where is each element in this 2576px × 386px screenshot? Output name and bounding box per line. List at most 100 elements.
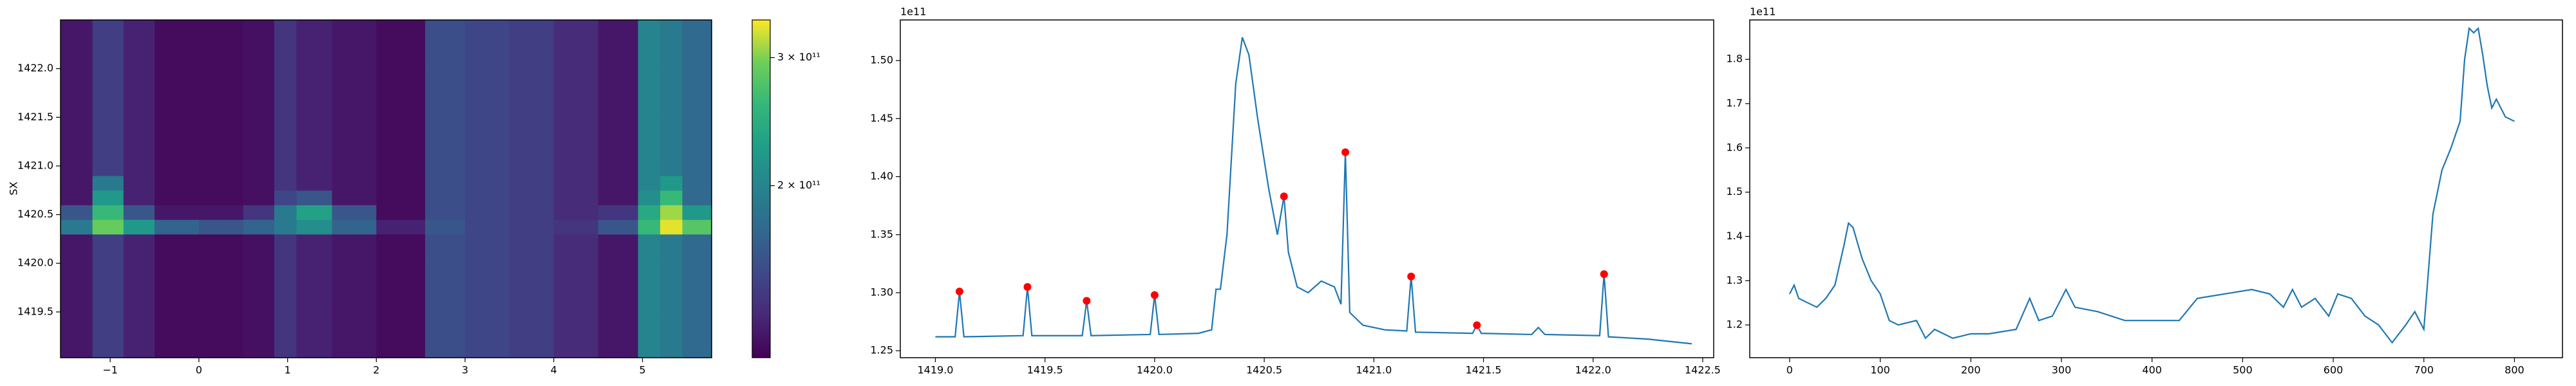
heatmap-cell xyxy=(598,117,639,167)
heatmap-cell xyxy=(155,219,200,235)
heatmap-cell xyxy=(243,205,275,220)
heatmap-cell xyxy=(155,311,200,358)
x-tick-label: 0 xyxy=(1786,364,1793,376)
heatmap-cell xyxy=(198,190,244,206)
heatmap-cell xyxy=(92,190,124,206)
heatmap-cell xyxy=(123,117,155,167)
heatmap-cell xyxy=(376,165,426,176)
heatmap-cell xyxy=(296,234,333,264)
heatmap-cell xyxy=(509,165,554,176)
heatmap-cell xyxy=(243,234,275,264)
heatmap-cell xyxy=(376,190,426,206)
heatmap-cell xyxy=(509,205,554,220)
heatmap-cell xyxy=(376,234,426,264)
heatmap-cell xyxy=(553,263,599,313)
heatmap-cell xyxy=(243,20,275,69)
heatmap-cell xyxy=(155,20,200,69)
heatmap-cell xyxy=(509,176,554,191)
heatmap-cell xyxy=(638,190,661,206)
heatmap-cell xyxy=(198,68,244,118)
x-tick-label: 1422.0 xyxy=(1575,364,1611,376)
heatmap-cell xyxy=(660,205,683,220)
heatmap-cell xyxy=(553,176,599,191)
peak-marker xyxy=(1023,282,1032,291)
y-tick-label: 1.3 xyxy=(1727,274,1743,286)
heatmap-cell xyxy=(296,165,333,176)
heatmap-cell xyxy=(332,234,377,264)
heatmap-cell xyxy=(61,176,93,191)
x-tick-label: 1421.0 xyxy=(1356,364,1392,376)
plot-frame xyxy=(900,19,1714,358)
heatmap-cell xyxy=(155,165,200,176)
heatmap-cell xyxy=(296,176,333,191)
heatmap-cell xyxy=(425,165,466,176)
y-tick-label: 1420.0 xyxy=(17,257,53,269)
heatmap-cell xyxy=(274,165,297,176)
heatmap-cell xyxy=(274,205,297,220)
y-tick-label: 1.7 xyxy=(1727,97,1743,109)
x-tick-label: 300 xyxy=(2052,364,2072,376)
heatmap-cell xyxy=(296,190,333,206)
heatmap-cell xyxy=(61,165,93,176)
offset-label: 1e11 xyxy=(1750,6,1776,18)
heatmap-cell xyxy=(332,205,377,220)
x-tick-label: 1420.0 xyxy=(1137,364,1173,376)
y-tick-label: 1.8 xyxy=(1727,53,1743,65)
x-tick-label: 5 xyxy=(639,364,645,376)
heatmap-cell xyxy=(243,165,275,176)
heatmap-cell xyxy=(598,20,639,69)
y-tick-label: 1.25 xyxy=(870,344,893,356)
heatmap-cell xyxy=(425,234,466,264)
heatmap-cell xyxy=(598,68,639,118)
heatmap-cell xyxy=(92,263,124,313)
heatmap-cell xyxy=(660,117,683,167)
heatmap-cell xyxy=(553,311,599,358)
peak-marker xyxy=(955,288,963,296)
heatmap-cell xyxy=(61,20,93,69)
heatmap-cell xyxy=(92,176,124,191)
heatmap-cell xyxy=(376,205,426,220)
heatmap-cell xyxy=(509,190,554,206)
heatmap-cell xyxy=(92,117,124,167)
x-tick-label: 3 xyxy=(462,364,468,376)
heatmap-cell xyxy=(425,219,466,235)
heatmap-cell xyxy=(274,234,297,264)
heatmap-cell xyxy=(682,68,712,118)
heatmap-cell xyxy=(553,20,599,69)
heatmap-cell xyxy=(425,20,466,69)
heatmap-cell xyxy=(123,165,155,176)
heatmap-cell xyxy=(155,234,200,264)
heatmap-cell xyxy=(376,20,426,69)
y-tick-label: 1.50 xyxy=(870,54,893,66)
heatmap-cell xyxy=(155,117,200,167)
heatmap-cell xyxy=(598,205,639,220)
heatmap-cell xyxy=(660,165,683,176)
heatmap-cell xyxy=(296,205,333,220)
heatmap-cell xyxy=(598,263,639,313)
heatmap-cell xyxy=(553,234,599,264)
heatmap-cell xyxy=(465,165,510,176)
heatmap-cell xyxy=(638,219,661,235)
heatmap-cell xyxy=(243,219,275,235)
plot-frame xyxy=(60,19,712,358)
heatmap-cell xyxy=(509,311,554,358)
heatmap-cell xyxy=(465,234,510,264)
heatmap-cell xyxy=(509,68,554,118)
y-tick-label: 1.5 xyxy=(1727,185,1743,198)
heatmap-cell xyxy=(198,20,244,69)
x-tick-label: 100 xyxy=(1870,364,1890,376)
heatmap-cell xyxy=(274,20,297,69)
heatmap-cell xyxy=(61,234,93,264)
heatmap-cell xyxy=(198,311,244,358)
x-tick-label: 1 xyxy=(285,364,291,376)
heatmap-cell xyxy=(332,190,377,206)
heatmap-cell xyxy=(123,234,155,264)
heatmap-cell xyxy=(296,68,333,118)
heatmap-cell xyxy=(509,117,554,167)
heatmap-cell xyxy=(243,190,275,206)
heatmap-cell xyxy=(638,20,661,69)
heatmap-cell xyxy=(123,205,155,220)
heatmap-cell xyxy=(509,234,554,264)
heatmap-cell xyxy=(638,205,661,220)
